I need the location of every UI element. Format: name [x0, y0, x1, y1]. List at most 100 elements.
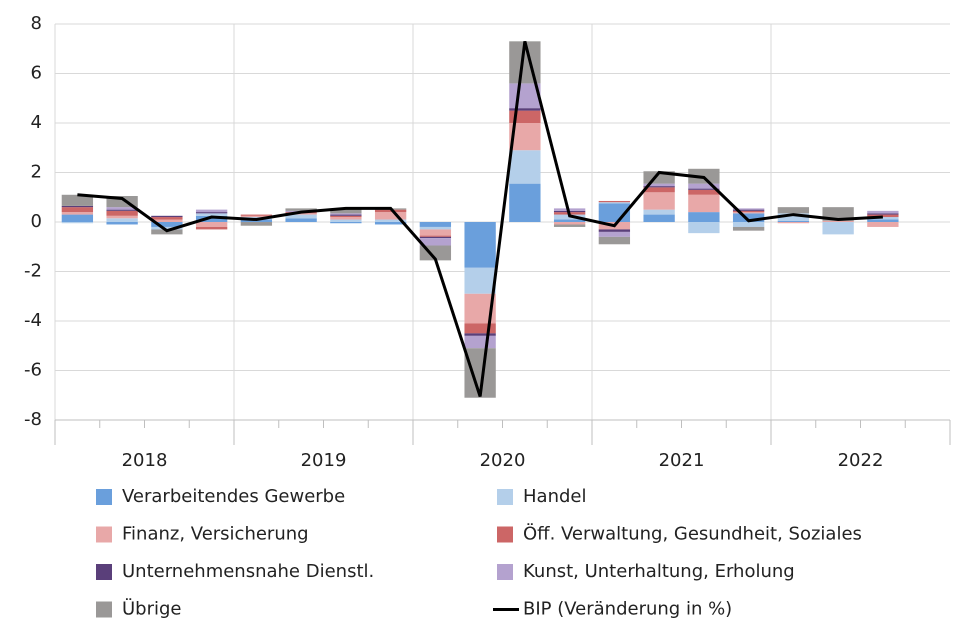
bar-segment	[643, 192, 675, 210]
legend-swatch	[96, 601, 112, 618]
y-tick-label: 2	[31, 162, 42, 183]
bar-segment	[240, 214, 273, 216]
bar-segment	[464, 222, 496, 268]
y-tick-label: -2	[24, 261, 42, 282]
bar-segment	[106, 218, 138, 222]
bar-segment	[732, 226, 765, 231]
group-label: 2019	[301, 450, 347, 471]
y-tick-label: -6	[24, 360, 42, 381]
bar-segment	[688, 189, 720, 195]
bar-segment	[777, 220, 810, 222]
bar-segment	[61, 207, 94, 213]
bar-segment	[643, 209, 675, 215]
bar-segment	[151, 217, 183, 220]
bar-segment	[330, 219, 362, 222]
bar-segment	[151, 219, 183, 222]
bar-segment	[285, 214, 317, 219]
bar-segment	[151, 226, 183, 230]
bar-segment	[509, 183, 541, 222]
bar-segment	[777, 207, 810, 214]
bar-segment	[509, 150, 541, 184]
bar-segment	[240, 215, 273, 218]
bar-segment	[464, 267, 496, 294]
bar-segment	[598, 236, 631, 245]
bar-segment	[867, 213, 899, 215]
bar-segment	[374, 209, 407, 213]
y-tick-label: 6	[31, 63, 42, 84]
bar-segment	[553, 224, 586, 227]
bar-segment	[867, 214, 899, 218]
bar-segment	[732, 210, 765, 213]
bar-segment	[285, 208, 317, 211]
group-label: 2022	[838, 450, 884, 471]
bar-segment	[195, 226, 228, 230]
bar-segment	[195, 213, 228, 216]
bar-segment	[598, 231, 631, 237]
group-label: 2021	[659, 450, 705, 471]
bar-segment	[419, 226, 452, 230]
bar-segment	[374, 222, 407, 225]
bar-segment	[106, 196, 138, 208]
bar-segment	[598, 229, 631, 232]
bar-segment	[553, 222, 586, 225]
bar-segment	[285, 213, 317, 215]
bar-segment	[732, 212, 765, 214]
line	[77, 40, 883, 397]
legend-swatch	[96, 564, 112, 580]
bar-segment	[822, 222, 854, 235]
group-label: 2020	[480, 450, 526, 471]
bar-segment	[106, 222, 138, 225]
bar-segment	[419, 222, 452, 227]
bar-segment	[464, 335, 496, 349]
bar-segment	[330, 214, 362, 216]
bar-segment	[688, 183, 720, 189]
bar-segment	[643, 183, 675, 187]
bar-segment	[867, 219, 899, 222]
bar-segment	[688, 188, 720, 190]
bar-segment	[553, 219, 586, 222]
legend-swatch	[96, 526, 112, 543]
bar-segment	[777, 222, 810, 224]
bar-segment	[106, 207, 138, 210]
bar-segment	[195, 212, 228, 214]
bar-segment	[732, 208, 765, 210]
legend-label: Übrige	[122, 598, 182, 620]
bar-segment	[688, 222, 720, 234]
legend-label: Verarbeitendes Gewerbe	[122, 486, 345, 507]
group-label: 2018	[122, 450, 168, 471]
legend-swatch	[497, 564, 513, 580]
bar-segment	[61, 194, 94, 206]
bar-segment	[330, 208, 362, 214]
bar-segment	[867, 210, 899, 214]
bar-segment	[732, 209, 765, 211]
bar-segment	[553, 208, 586, 211]
bar-segment	[598, 202, 631, 204]
legend-label: BIP (Veränderung in %)	[523, 599, 732, 620]
y-tick-label: -4	[24, 310, 42, 331]
bar-segment	[61, 222, 94, 224]
bar-segment	[151, 215, 183, 218]
bar-segment	[374, 212, 407, 220]
bar-segment	[61, 214, 94, 222]
bar-segment	[419, 238, 452, 246]
bar-segment	[732, 213, 765, 222]
bar-segment	[732, 222, 765, 227]
legend-label: Kunst, Unterhaltung, Erholung	[523, 561, 795, 582]
legend-swatch	[96, 489, 112, 505]
bar-segment	[867, 222, 899, 227]
bar-segment	[330, 222, 362, 224]
y-tick-label: 8	[31, 13, 42, 34]
bar-segment	[643, 214, 675, 222]
legend-swatch	[497, 489, 513, 505]
y-tick-label: 4	[31, 112, 42, 133]
bar-segment	[822, 220, 854, 222]
bar-segment	[598, 200, 631, 203]
legend-label: Handel	[523, 486, 586, 507]
bar-segment	[195, 222, 228, 227]
bar-segment	[151, 222, 183, 227]
legend-label: Öff. Verwaltung, Gesundheit, Soziales	[523, 523, 862, 545]
bar-segment	[330, 213, 362, 215]
legend-swatch	[497, 526, 513, 543]
bar-segment	[330, 215, 362, 218]
